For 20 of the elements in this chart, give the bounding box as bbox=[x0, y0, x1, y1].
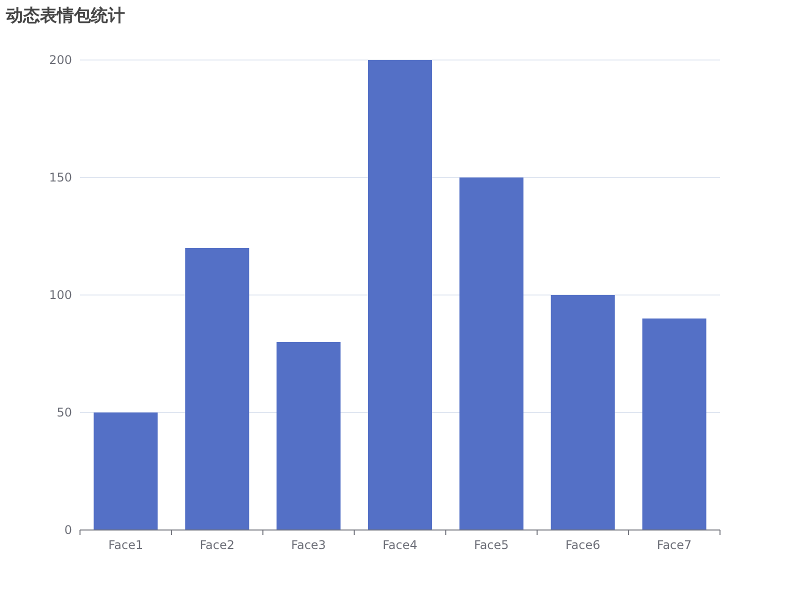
y-tick-label: 150 bbox=[49, 170, 72, 184]
x-tick-label: Face2 bbox=[200, 538, 235, 552]
x-tick-label: Face1 bbox=[108, 538, 144, 552]
bar bbox=[550, 295, 615, 530]
bar bbox=[94, 412, 158, 530]
y-tick-label: 50 bbox=[56, 406, 72, 420]
y-tick-label: 0 bbox=[64, 523, 72, 537]
x-tick-label: Face4 bbox=[382, 538, 418, 552]
x-tick-label: Face6 bbox=[565, 538, 600, 552]
bar bbox=[459, 178, 524, 530]
chart-title: 动态表情包统计 bbox=[5, 6, 125, 26]
bar bbox=[642, 318, 706, 530]
x-tick-label: Face3 bbox=[291, 538, 326, 552]
x-tick-label: Face5 bbox=[474, 538, 509, 552]
bar bbox=[368, 60, 432, 530]
y-tick-label: 200 bbox=[49, 53, 72, 67]
x-tick-label: Face7 bbox=[656, 538, 692, 552]
bar bbox=[185, 248, 250, 530]
y-tick-label: 100 bbox=[49, 288, 72, 302]
bar bbox=[276, 342, 341, 530]
